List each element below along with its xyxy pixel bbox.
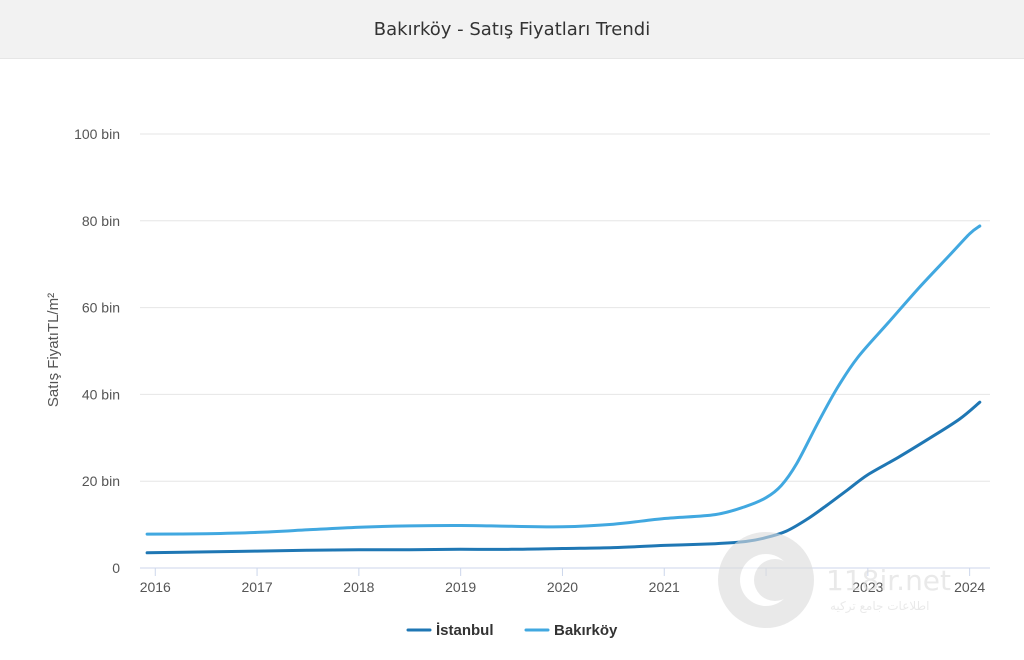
x-axis: 2016 2017 2018 2019 2020 2021 2023 2024: [140, 567, 990, 595]
x-tick-label: 2019: [445, 579, 476, 595]
watermark: 118ir.net اطلاعات جامع ترکیه: [718, 532, 951, 628]
chart-header: Bakırköy - Satış Fiyatları Trendi: [0, 0, 1024, 58]
x-tick-label: 2021: [649, 579, 680, 595]
legend-label: İstanbul: [436, 622, 494, 639]
x-tick-label: 2016: [140, 579, 171, 595]
chart-title: Bakırköy - Satış Fiyatları Trendi: [373, 18, 651, 40]
legend-item[interactable]: İstanbul: [406, 622, 494, 639]
watermark-text: 118ir.net: [826, 564, 951, 597]
x-tick-label: 2020: [547, 579, 578, 595]
x-tick-label: 2018: [343, 579, 374, 595]
y-tick-label: 100 bin: [74, 126, 120, 142]
x-tick-label: 2017: [241, 579, 272, 595]
y-tick-label: 60 bin: [82, 300, 120, 316]
series-line-1: [145, 224, 982, 536]
series-line-0: [145, 400, 982, 555]
x-tick-label: 2023: [852, 579, 883, 595]
y-tick-label: 40 bin: [82, 386, 120, 402]
header-divider: [0, 58, 1024, 59]
legend: İstanbul Bakırköy: [406, 622, 618, 639]
grid-lines: [140, 133, 990, 482]
watermark-subtext: اطلاعات جامع ترکیه: [830, 599, 929, 614]
legend-item[interactable]: Bakırköy: [524, 622, 618, 639]
x-tick-label: 2024: [954, 579, 985, 595]
y-tick-label: 0: [112, 560, 120, 576]
series-lines: [145, 224, 982, 555]
crescent-cutout: [754, 559, 796, 601]
y-tick-label: 20 bin: [82, 473, 120, 489]
y-tick-label: 80 bin: [82, 213, 120, 229]
legend-label: Bakırköy: [554, 622, 618, 639]
y-axis-ticks: 0 20 bin 40 bin 60 bin 80 bin 100 bin: [74, 126, 120, 576]
y-axis-label: Satış FiyatıTL/m²: [45, 293, 62, 407]
